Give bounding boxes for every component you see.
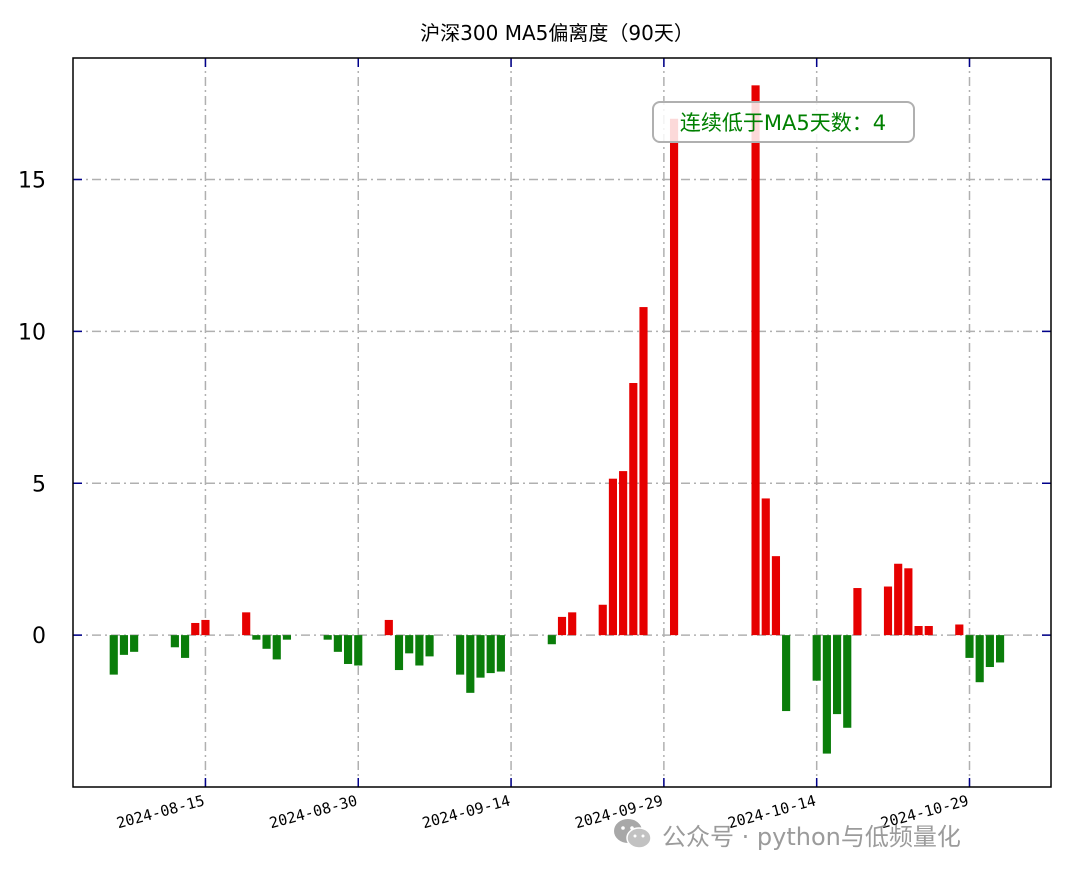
plot-frame xyxy=(72,57,1052,788)
bar xyxy=(425,635,434,657)
bar xyxy=(323,635,332,640)
bar xyxy=(771,556,781,636)
watermark: 公众号 · python与低频量化 xyxy=(612,816,961,852)
x-tick-label: 2024-08-15 xyxy=(115,791,207,832)
bar xyxy=(965,635,974,658)
chart-title: 沪深300 MA5偏离度（90天） xyxy=(420,21,694,45)
y-tick-label: 5 xyxy=(32,472,46,497)
bar xyxy=(547,635,556,645)
annotation-text: 连续低于MA5天数：4 xyxy=(680,111,886,135)
bar xyxy=(761,498,770,636)
bar xyxy=(252,635,261,640)
bar xyxy=(354,635,363,666)
grid-lines xyxy=(73,58,1051,787)
y-tick-label: 15 xyxy=(18,169,46,194)
bar xyxy=(415,635,424,666)
bar xyxy=(333,635,342,652)
bar xyxy=(384,619,393,636)
bar xyxy=(119,635,129,655)
bar xyxy=(955,624,964,636)
bar xyxy=(191,622,200,636)
annotation-box: 连续低于MA5天数：4 xyxy=(652,101,915,143)
bar xyxy=(476,635,485,678)
bar xyxy=(130,635,139,652)
annotation-frame xyxy=(652,101,915,143)
bar xyxy=(262,635,271,649)
bar xyxy=(832,635,842,715)
bar xyxy=(782,635,791,712)
bar xyxy=(975,635,984,683)
bar xyxy=(812,635,821,681)
bar xyxy=(924,626,933,636)
bar xyxy=(394,635,404,671)
bar xyxy=(557,616,567,636)
bar xyxy=(629,383,638,636)
bar xyxy=(639,307,648,636)
bar xyxy=(751,85,760,636)
bar xyxy=(995,635,1005,663)
bar xyxy=(242,612,251,636)
bar xyxy=(109,635,118,675)
bar xyxy=(883,586,893,636)
bar xyxy=(568,612,577,636)
bar xyxy=(405,635,414,654)
bar xyxy=(180,635,190,658)
bar xyxy=(914,626,923,636)
bar xyxy=(343,635,353,664)
bar xyxy=(985,635,994,668)
bar xyxy=(598,604,607,636)
bar xyxy=(282,635,292,640)
x-tick-label: 2024-08-30 xyxy=(267,791,359,832)
bar xyxy=(486,635,495,674)
bar xyxy=(669,118,679,636)
bar xyxy=(843,635,852,728)
watermark-text: 公众号 · python与低频量化 xyxy=(662,822,961,851)
bar xyxy=(822,635,831,754)
bar xyxy=(170,635,179,648)
bar xyxy=(853,588,862,636)
bar xyxy=(496,635,505,672)
bars-group xyxy=(109,85,1005,754)
wechat-icon xyxy=(614,819,652,849)
bar xyxy=(894,563,903,636)
bar xyxy=(272,635,281,660)
bar xyxy=(466,635,475,693)
x-tick-label: 2024-09-14 xyxy=(420,791,512,832)
bar xyxy=(904,568,913,636)
bar xyxy=(201,619,210,636)
bar xyxy=(456,635,465,675)
y-tick-label: 10 xyxy=(18,320,46,345)
bar xyxy=(619,471,628,636)
y-tick-label: 0 xyxy=(32,624,46,649)
bar xyxy=(608,478,618,636)
